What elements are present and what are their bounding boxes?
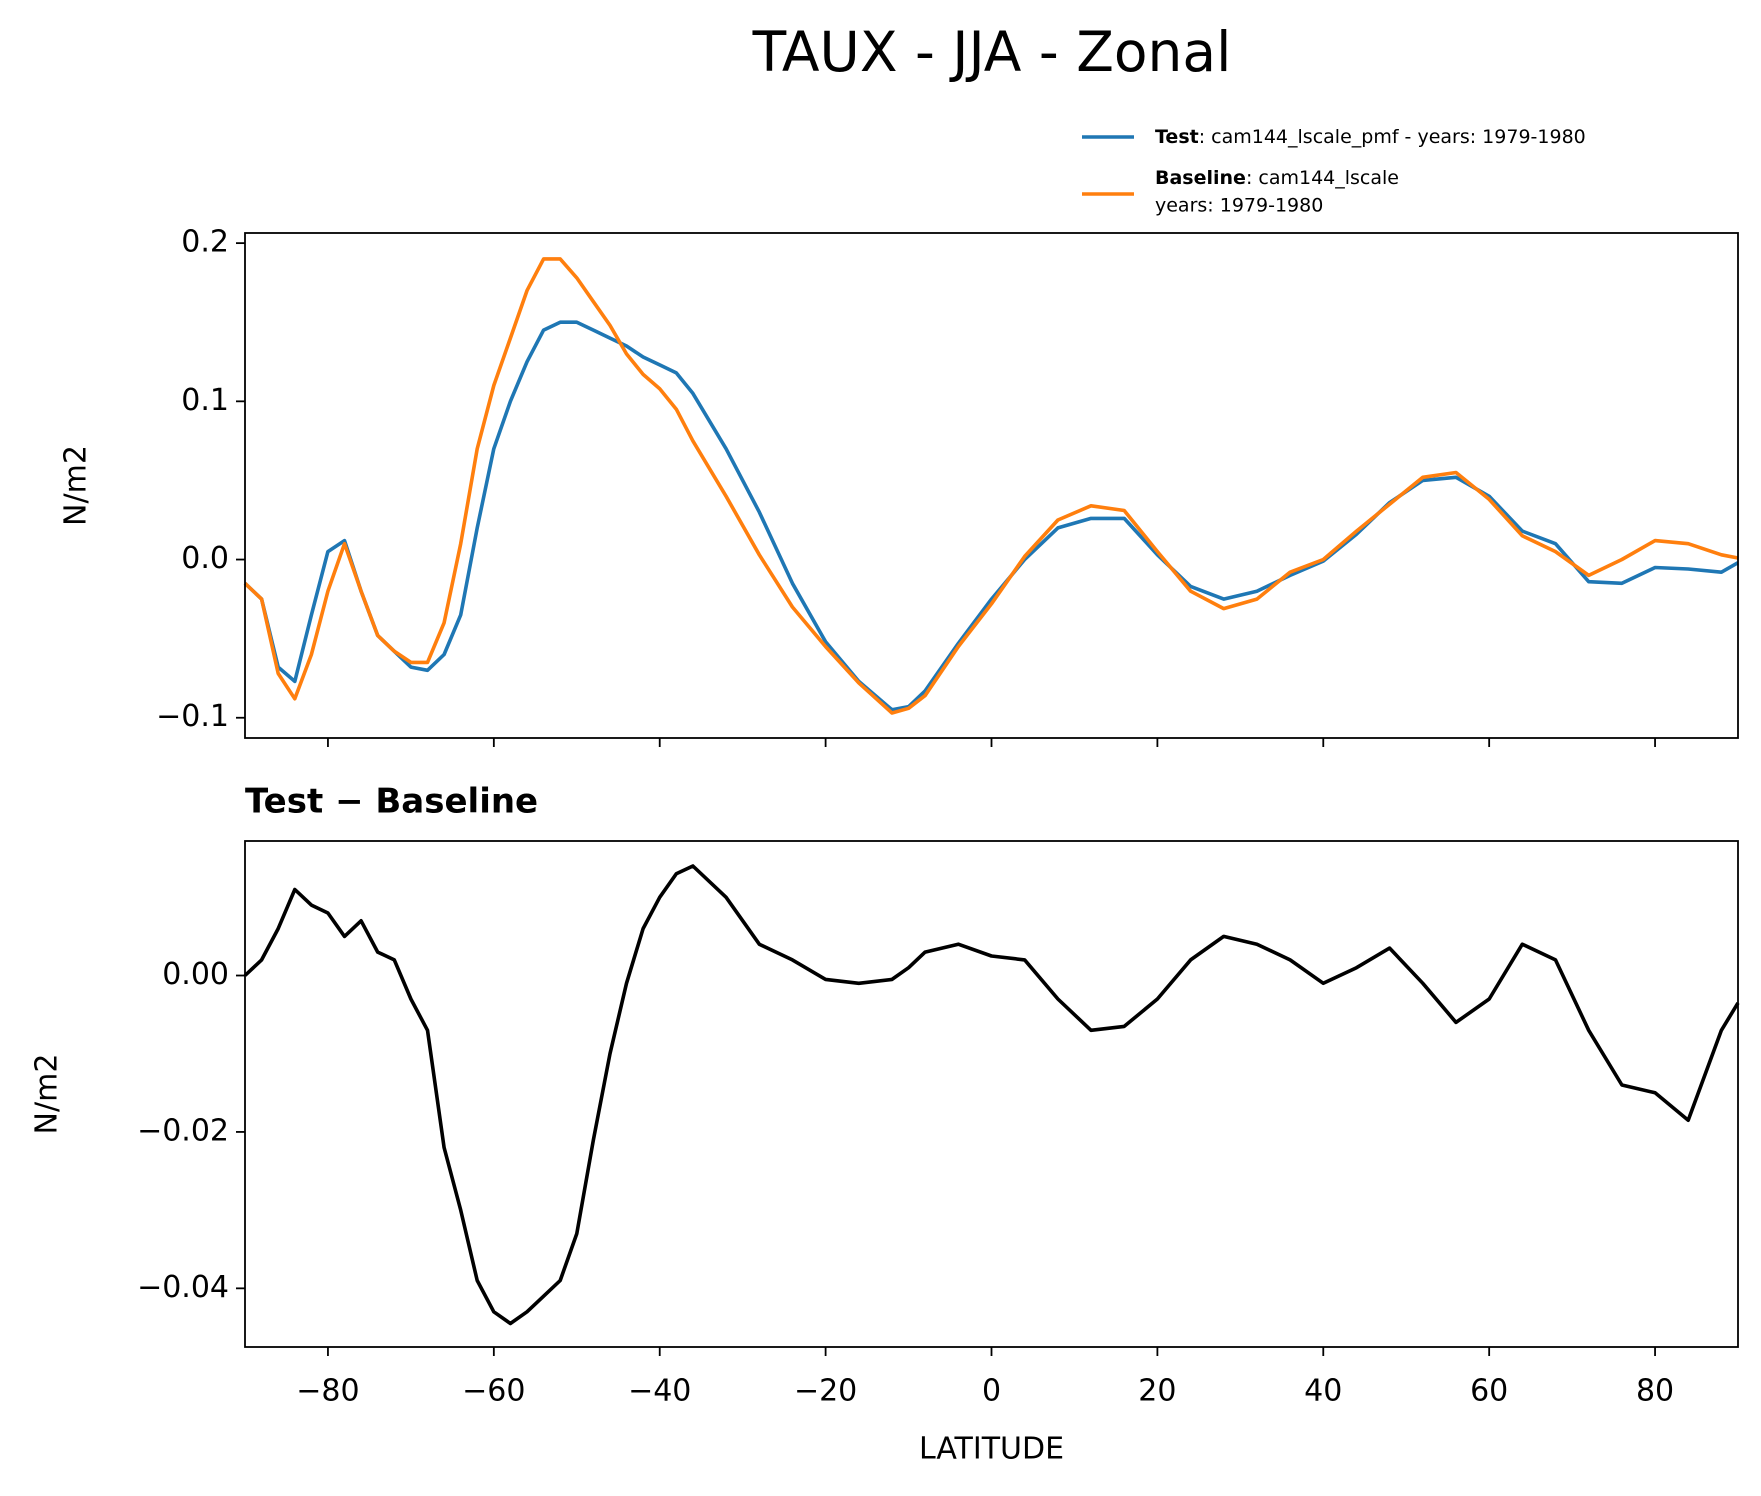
y-tick-label: −0.1 [156, 699, 229, 734]
y-tick-label: 0.00 [162, 957, 229, 992]
x-tick-label: −60 [462, 1374, 525, 1409]
legend-text: : cam144_lscale_pmf - years: 1979-1980 [1199, 126, 1586, 148]
y-axis-label: N/m2 [30, 1054, 65, 1135]
y-tick-label: 0.1 [181, 383, 229, 418]
y-tick-label: −0.02 [137, 1113, 229, 1148]
x-tick-label: 20 [1138, 1374, 1176, 1409]
legend-text: years: 1979-1980 [1155, 195, 1323, 217]
axes-frame [244, 840, 1739, 1348]
legend-name: Test [1155, 126, 1199, 148]
y-axis-label: N/m2 [59, 445, 94, 526]
legend-label: Baseline: cam144_lscale [1155, 167, 1399, 189]
data-line [243, 864, 1740, 1326]
axes-frame [244, 232, 1739, 739]
x-tick-label: 0 [982, 1374, 1001, 1409]
y-tick-label: 0.2 [181, 225, 229, 260]
legend-text: : cam144_lscale [1246, 167, 1399, 189]
x-tick-label: 40 [1304, 1374, 1342, 1409]
y-tick-label: 0.0 [181, 541, 229, 576]
x-tick-label: −20 [794, 1374, 857, 1409]
data-line [243, 257, 1739, 715]
x-tick-label: −80 [296, 1374, 359, 1409]
chart-title: TAUX - JJA - Zonal [752, 20, 1232, 84]
x-tick-label: 80 [1636, 1374, 1674, 1409]
subplot-title: Test − Baseline [245, 782, 538, 822]
x-tick-label: −40 [628, 1374, 691, 1409]
legend-name: Baseline [1155, 167, 1246, 189]
legend-label: Test: cam144_lscale_pmf - years: 1979-19… [1155, 126, 1586, 148]
y-tick-label: −0.04 [137, 1270, 229, 1305]
x-tick-label: 60 [1470, 1374, 1508, 1409]
data-line [243, 320, 1739, 712]
x-axis-label: LATITUDE [919, 1432, 1064, 1467]
